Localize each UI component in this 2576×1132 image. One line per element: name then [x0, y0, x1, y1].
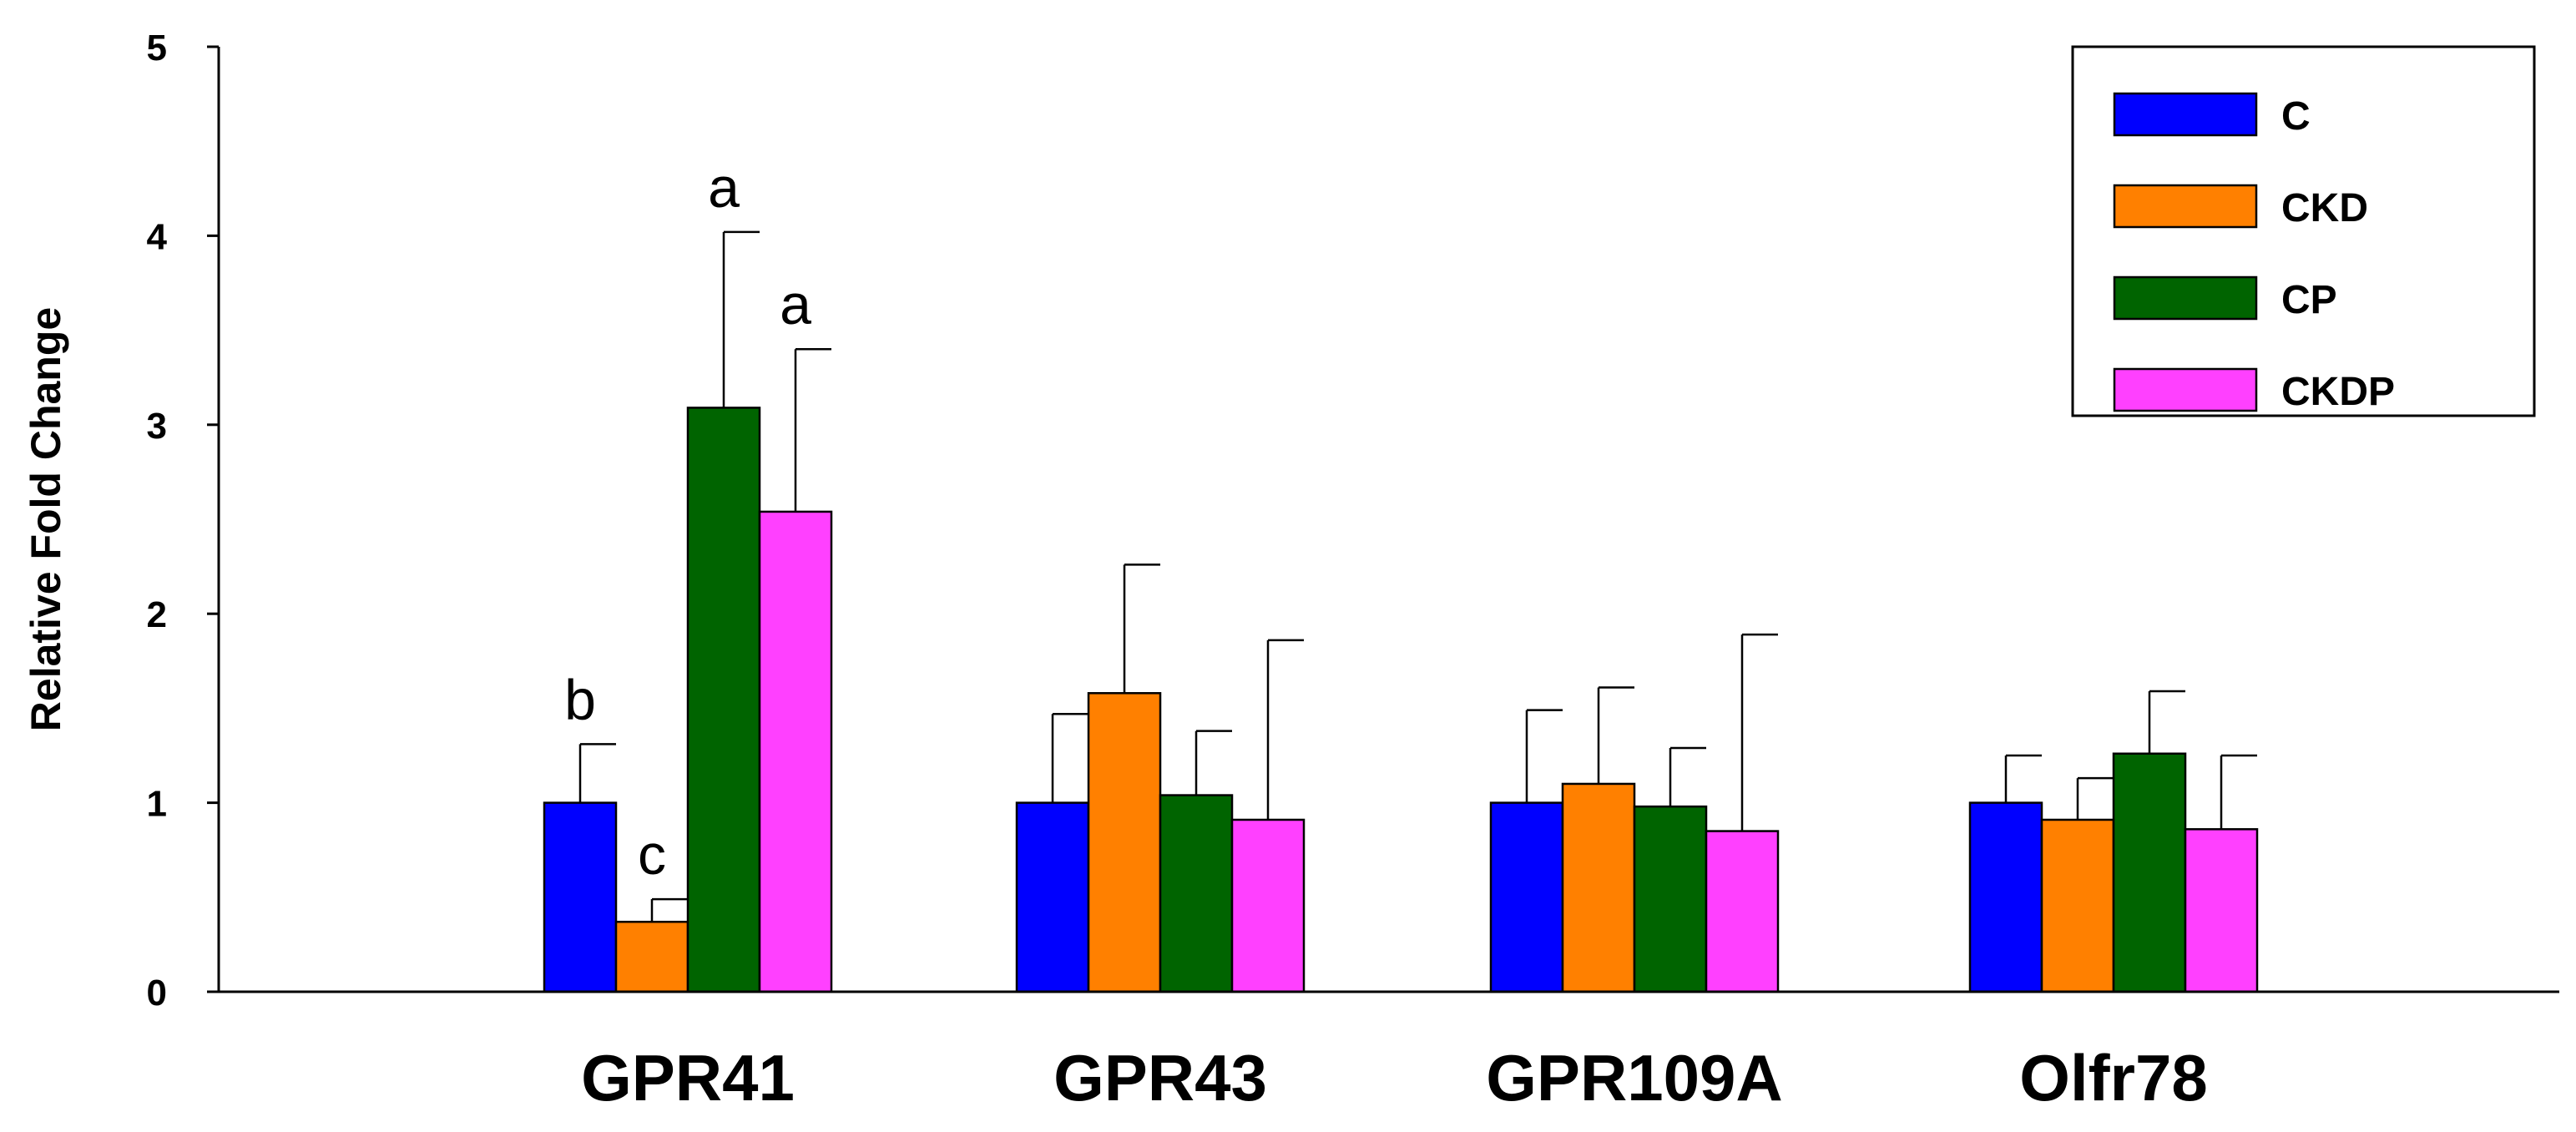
y-tick-label: 1	[147, 784, 167, 825]
bar-olfr78-ckd	[2040, 818, 2115, 993]
bars-layer	[543, 407, 2259, 993]
bar-gpr109a-cp	[1633, 805, 1708, 993]
axes-layer	[217, 47, 2559, 993]
bar-gpr41-cp	[686, 407, 761, 993]
bar-gpr109a-c	[1489, 801, 1564, 993]
significance-letter: b	[564, 668, 596, 731]
bar-gpr43-ckdp	[1230, 818, 1306, 993]
x-category-label: GPR109A	[1486, 1041, 1783, 1114]
error-bars-layer	[578, 230, 2257, 922]
y-tick-label: 4	[147, 216, 168, 257]
annotations-layer: b c aa	[564, 156, 811, 887]
bar-gpr109a-ckdp	[1705, 830, 1780, 993]
significance-letter: a	[780, 273, 811, 336]
x-category-label: GPR43	[1053, 1041, 1267, 1114]
y-ticks-layer: 0 1 2 3 4 5	[147, 28, 219, 1013]
bar-gpr109a-ckd	[1561, 782, 1636, 993]
y-tick-label: 3	[147, 406, 167, 447]
bar-gpr41-ckd	[614, 920, 689, 993]
legend-label-ckd: CKD	[2281, 186, 2368, 230]
bar-olfr78-c	[1968, 801, 2043, 993]
y-tick-label: 5	[147, 28, 167, 68]
legend-items: C CKD CP CKDP	[2113, 92, 2395, 414]
legend-swatch-c	[2113, 92, 2258, 137]
bar-gpr43-cp	[1159, 794, 1234, 993]
bar-gpr41-ckdp	[758, 510, 833, 993]
significance-letter: c	[638, 823, 666, 887]
bar-gpr43-ckd	[1087, 692, 1162, 993]
category-labels-layer: GPR41 GPR43 GPR109A Olfr78	[581, 1041, 2208, 1114]
x-category-label: Olfr78	[2019, 1041, 2207, 1114]
legend: C CKD CP CKDP	[2071, 45, 2536, 417]
y-tick-label: 2	[147, 594, 167, 635]
legend-swatch-cp	[2113, 275, 2258, 321]
y-tick-label: 0	[147, 973, 167, 1013]
bar-olfr78-ckdp	[2184, 828, 2259, 993]
legend-swatch-ckdp	[2113, 367, 2258, 412]
x-category-label: GPR41	[581, 1041, 795, 1114]
bar-gpr43-c	[1015, 801, 1090, 993]
bar-olfr78-cp	[2112, 752, 2187, 993]
legend-swatch-ckd	[2113, 184, 2258, 229]
legend-label-cp: CP	[2281, 278, 2337, 322]
y-axis-title: Relative Fold Change	[23, 307, 69, 731]
significance-letter: a	[708, 156, 740, 220]
legend-label-c: C	[2281, 94, 2311, 139]
legend-label-ckdp: CKDP	[2281, 370, 2395, 414]
bar-gpr41-c	[543, 801, 618, 993]
